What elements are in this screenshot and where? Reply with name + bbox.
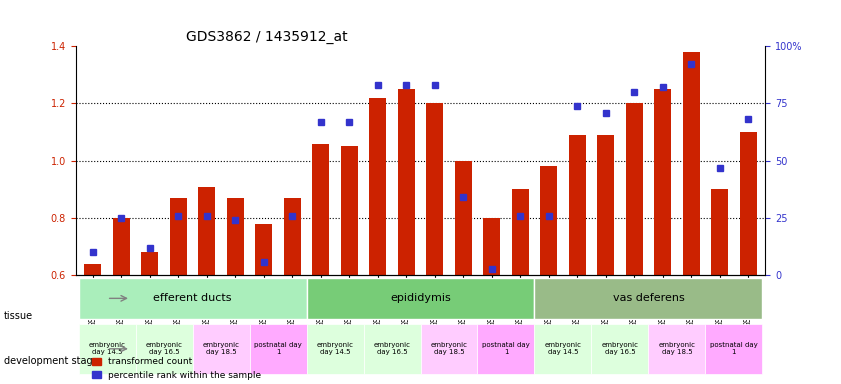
FancyBboxPatch shape: [135, 324, 193, 374]
Bar: [484, 218, 500, 275]
FancyBboxPatch shape: [478, 324, 535, 374]
FancyBboxPatch shape: [706, 324, 763, 374]
Bar: [198, 187, 215, 275]
FancyBboxPatch shape: [250, 324, 306, 374]
Bar: [255, 224, 272, 275]
FancyBboxPatch shape: [306, 324, 363, 374]
Text: embryonic
day 14.5: embryonic day 14.5: [544, 342, 581, 355]
Bar: [683, 52, 700, 275]
FancyBboxPatch shape: [193, 324, 250, 374]
Text: GDS3862 / 1435912_at: GDS3862 / 1435912_at: [186, 30, 347, 44]
FancyBboxPatch shape: [535, 278, 763, 319]
FancyBboxPatch shape: [535, 324, 591, 374]
Bar: [569, 135, 586, 275]
Bar: [227, 198, 244, 275]
Bar: [654, 89, 671, 275]
Text: tissue: tissue: [4, 311, 34, 321]
Text: postnatal day
1: postnatal day 1: [710, 342, 758, 355]
Bar: [626, 103, 643, 275]
Text: epididymis: epididymis: [390, 293, 451, 303]
FancyBboxPatch shape: [306, 278, 535, 319]
FancyBboxPatch shape: [363, 324, 420, 374]
Bar: [84, 264, 101, 275]
Text: embryonic
day 18.5: embryonic day 18.5: [431, 342, 468, 355]
Text: embryonic
day 18.5: embryonic day 18.5: [203, 342, 240, 355]
Bar: [540, 167, 558, 275]
Text: embryonic
day 14.5: embryonic day 14.5: [316, 342, 353, 355]
Bar: [740, 132, 757, 275]
Legend: transformed count, percentile rank within the sample: transformed count, percentile rank withi…: [88, 354, 265, 383]
Text: embryonic
day 16.5: embryonic day 16.5: [145, 342, 182, 355]
Text: embryonic
day 18.5: embryonic day 18.5: [659, 342, 696, 355]
Text: efferent ducts: efferent ducts: [153, 293, 232, 303]
Bar: [511, 189, 529, 275]
Bar: [455, 161, 472, 275]
Bar: [398, 89, 415, 275]
FancyBboxPatch shape: [78, 324, 135, 374]
Bar: [597, 135, 614, 275]
Bar: [341, 146, 357, 275]
Text: postnatal day
1: postnatal day 1: [254, 342, 302, 355]
Text: embryonic
day 14.5: embryonic day 14.5: [88, 342, 125, 355]
Bar: [141, 253, 158, 275]
Bar: [369, 98, 386, 275]
Bar: [426, 103, 443, 275]
Bar: [711, 189, 728, 275]
Bar: [113, 218, 130, 275]
Text: embryonic
day 16.5: embryonic day 16.5: [373, 342, 410, 355]
FancyBboxPatch shape: [591, 324, 648, 374]
FancyBboxPatch shape: [420, 324, 478, 374]
Text: vas deferens: vas deferens: [612, 293, 685, 303]
Bar: [170, 198, 187, 275]
Bar: [312, 144, 330, 275]
FancyBboxPatch shape: [648, 324, 706, 374]
FancyBboxPatch shape: [78, 278, 306, 319]
Text: embryonic
day 16.5: embryonic day 16.5: [601, 342, 638, 355]
Text: development stage: development stage: [4, 356, 99, 366]
Text: postnatal day
1: postnatal day 1: [482, 342, 530, 355]
Bar: [283, 198, 301, 275]
